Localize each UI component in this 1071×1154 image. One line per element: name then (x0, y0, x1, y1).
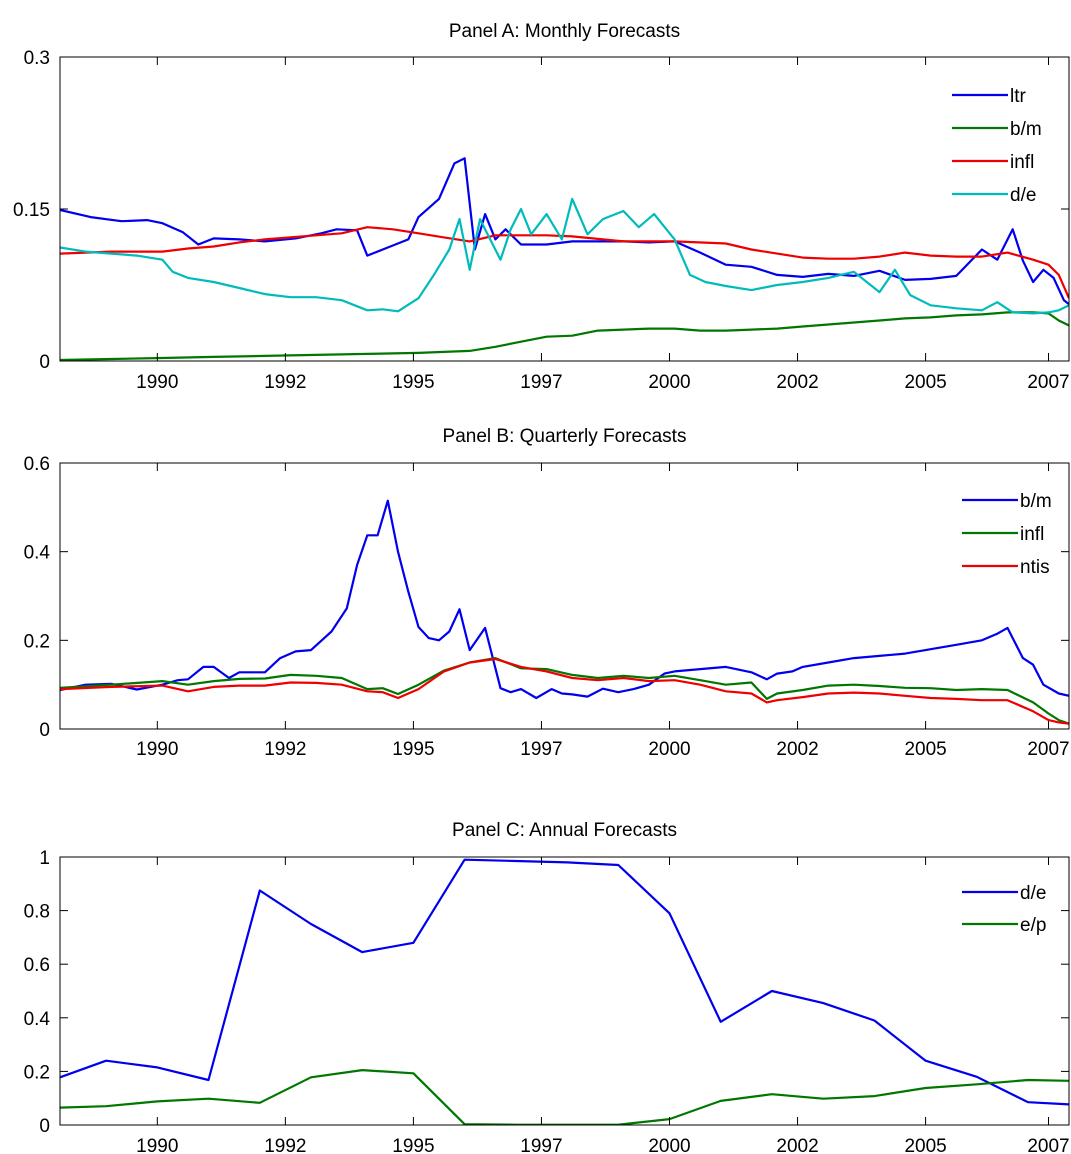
y-tick-label: 0 (39, 1116, 50, 1137)
legend-label: b/m (1010, 119, 1042, 140)
x-tick-label: 2002 (776, 739, 818, 760)
x-tick-label: 2002 (776, 1136, 818, 1154)
x-tick-label: 2007 (1027, 372, 1069, 393)
y-tick-label: 0.15 (13, 200, 50, 221)
x-tick-label: 2000 (648, 372, 690, 393)
panel-3: Panel C: Annual Forecasts 1990 1992 1995 199… (24, 820, 1070, 1154)
series-line-e-p (60, 1068, 1069, 1125)
y-tick-label: 0 (39, 352, 50, 373)
axes-box (59, 462, 1070, 730)
panel-1: Panel A: Monthly Forecasts 1990 1992 1995 19… (13, 21, 1070, 393)
legend: ltr b/m infl d/e (952, 86, 1042, 206)
legend-label: ltr (1010, 86, 1027, 107)
x-tick-label: 1990 (136, 739, 178, 760)
legend-label: infl (1010, 152, 1034, 173)
x-tick-label: 1992 (264, 739, 306, 760)
y-tick-label: 0.6 (24, 955, 50, 976)
axes-box (59, 56, 1070, 362)
series-line-b-m (60, 311, 1069, 361)
x-tick-label: 2005 (904, 372, 946, 393)
series-line-b-m (60, 499, 1069, 700)
legend-label: d/e (1010, 185, 1036, 206)
x-tick-label: 1995 (392, 1136, 434, 1154)
panel-title: Panel B: Quarterly Forecasts (443, 426, 687, 447)
series-line-infl (60, 656, 1069, 725)
y-tick-label: 1 (39, 848, 50, 869)
x-tick-label: 1992 (264, 1136, 306, 1154)
y-tick-label: 0.2 (24, 1062, 50, 1083)
x-tick-label: 2000 (648, 1136, 690, 1154)
x-tick-label: 2005 (904, 1136, 946, 1154)
x-tick-label: 1997 (520, 372, 562, 393)
x-tick-label: 1995 (392, 372, 434, 393)
series-line-d-e (60, 197, 1069, 315)
x-tick-label: 2002 (776, 372, 818, 393)
legend-label: infl (1020, 524, 1044, 545)
y-tick-label: 0.3 (24, 48, 50, 69)
x-tick-label: 1990 (136, 372, 178, 393)
y-tick-label: 0.4 (24, 1009, 51, 1030)
x-tick-label: 2007 (1027, 739, 1069, 760)
y-tick-label: 0.2 (24, 631, 50, 652)
x-tick-label: 1992 (264, 372, 306, 393)
x-tick-label: 1997 (520, 1136, 562, 1154)
legend-label: e/p (1020, 915, 1046, 936)
legend-label: b/m (1020, 491, 1052, 512)
legend-label: ntis (1020, 557, 1050, 578)
y-tick-label: 0 (39, 720, 50, 741)
x-tick-label: 1997 (520, 739, 562, 760)
y-tick-label: 0.4 (24, 543, 51, 564)
axes-box (59, 856, 1070, 1126)
panel-title: Panel A: Monthly Forecasts (449, 21, 680, 42)
y-tick-label: 0.8 (24, 902, 50, 923)
series-line-d-e (60, 858, 1069, 1106)
legend: b/m infl ntis (962, 491, 1052, 578)
x-tick-label: 1995 (392, 739, 434, 760)
legend: d/e e/p (962, 883, 1046, 936)
x-tick-label: 1990 (136, 1136, 178, 1154)
series-line-infl (60, 226, 1069, 299)
series-line-ntis (60, 657, 1069, 725)
x-tick-label: 2007 (1027, 1136, 1069, 1154)
x-tick-label: 2000 (648, 739, 690, 760)
y-tick-label: 0.6 (24, 454, 50, 475)
x-tick-label: 2005 (904, 739, 946, 760)
panel-title: Panel C: Annual Forecasts (452, 820, 677, 841)
panel-2: Panel B: Quarterly Forecasts 1990 1992 1995… (24, 426, 1070, 760)
legend-label: d/e (1020, 883, 1046, 904)
